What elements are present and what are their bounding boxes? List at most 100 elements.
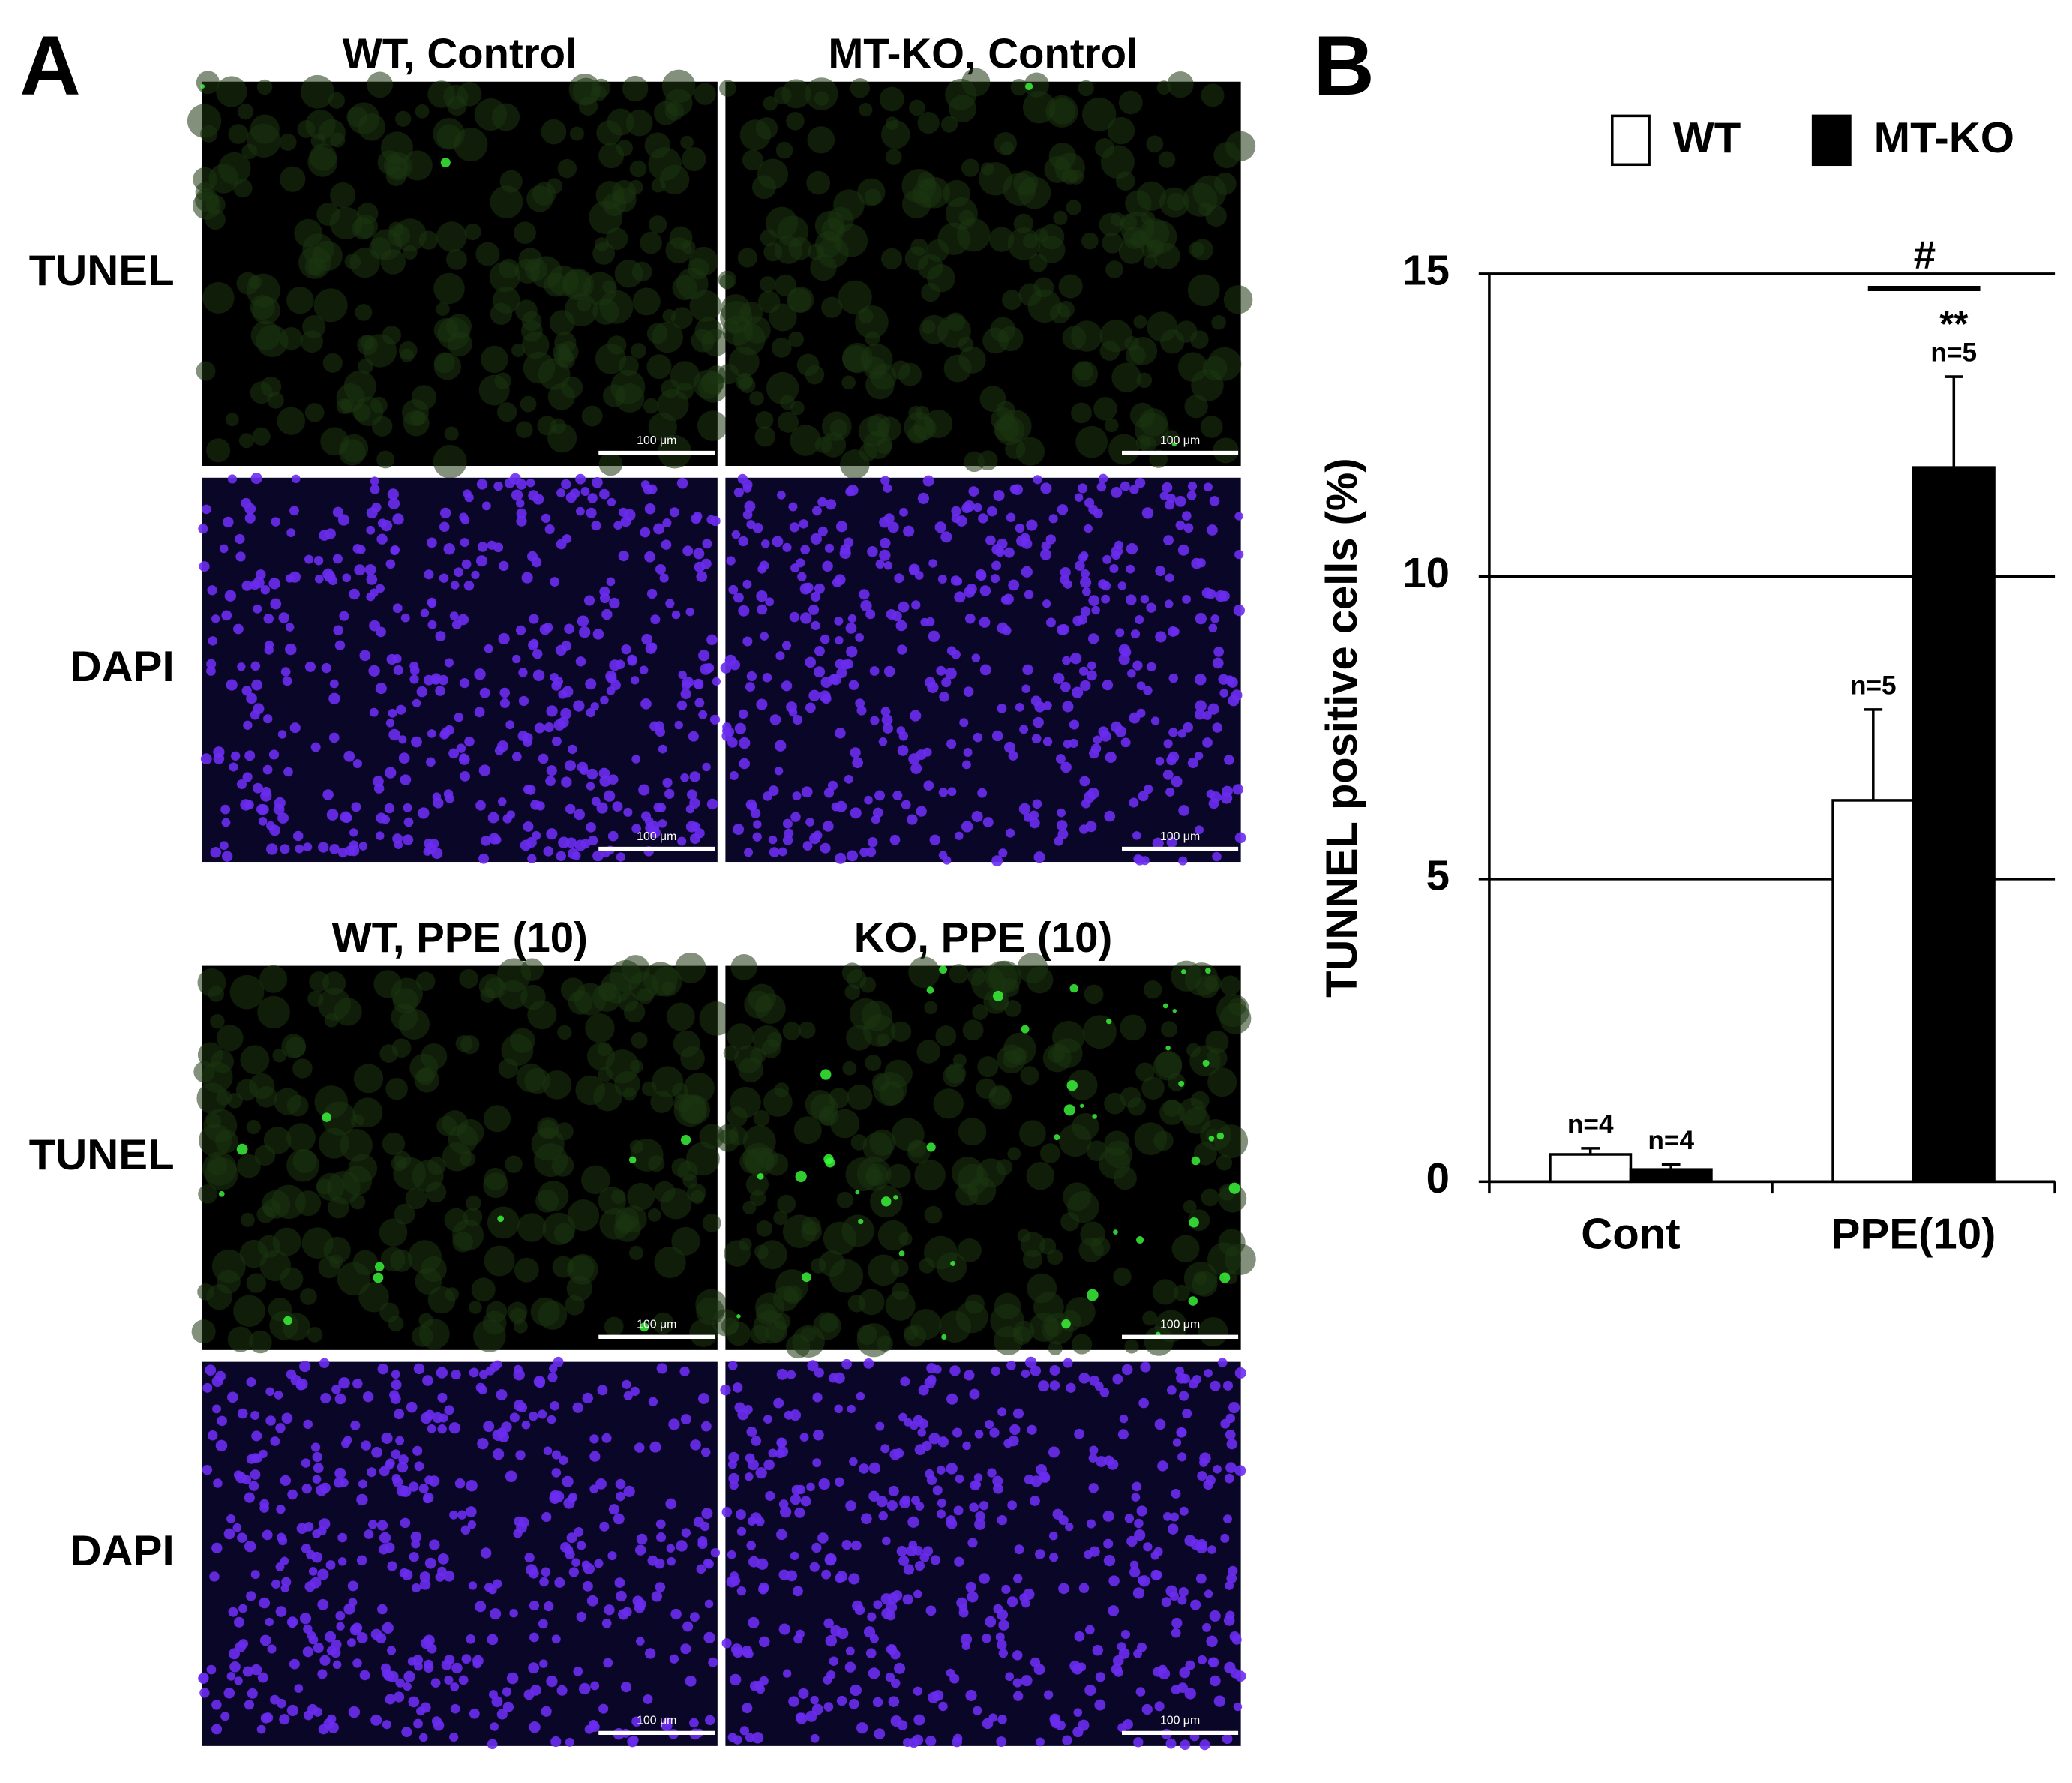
nucleus <box>627 656 637 666</box>
nucleus <box>812 1458 822 1468</box>
tissue <box>377 150 403 175</box>
nucleus <box>1202 737 1213 748</box>
positive-cell <box>757 1172 764 1180</box>
tissue <box>382 1132 406 1155</box>
nucleus <box>746 1541 756 1550</box>
tissue <box>550 418 566 434</box>
nucleus <box>1117 581 1127 590</box>
tissue <box>604 1316 624 1337</box>
nucleus <box>928 559 937 568</box>
tissue <box>690 1190 705 1205</box>
tissue <box>478 974 504 999</box>
nucleus <box>527 854 537 863</box>
nucleus <box>613 1513 625 1525</box>
tissue <box>996 1159 1013 1175</box>
nucleus <box>578 626 591 638</box>
nucleus <box>824 543 835 553</box>
nucleus <box>1108 1575 1120 1586</box>
nucleus <box>222 851 233 862</box>
scale-bar-label: 100 μm <box>1160 830 1200 843</box>
nucleus <box>589 1451 601 1462</box>
tissue <box>630 1059 643 1073</box>
nucleus <box>975 1511 985 1522</box>
nucleus <box>528 1662 540 1674</box>
nucleus <box>1123 1719 1133 1730</box>
nucleus <box>852 1600 863 1612</box>
tissue <box>997 326 1024 352</box>
nucleus <box>1078 553 1087 563</box>
nucleus <box>774 767 784 776</box>
nucleus <box>565 803 576 815</box>
nucleus <box>1086 1519 1096 1529</box>
tissue <box>755 411 774 429</box>
tissue <box>807 126 835 154</box>
nucleus <box>621 644 631 655</box>
tissue <box>268 1298 292 1322</box>
nucleus <box>1111 721 1123 733</box>
nucleus <box>1126 564 1135 574</box>
micrograph: 100 μm <box>198 473 721 864</box>
nucleus <box>656 1363 667 1374</box>
nucleus <box>468 1581 478 1590</box>
nucleus <box>1177 729 1186 738</box>
nucleus <box>1066 1382 1076 1393</box>
nucleus <box>860 599 872 612</box>
tissue <box>272 1048 287 1063</box>
tissue <box>913 416 937 440</box>
nucleus <box>571 1558 580 1567</box>
positive-cell <box>1171 442 1177 447</box>
nucleus <box>736 1586 747 1596</box>
tissue <box>649 215 667 234</box>
nucleus <box>742 1703 753 1714</box>
nucleus <box>868 1462 881 1474</box>
nucleus <box>1001 1584 1011 1595</box>
nucleus <box>265 1415 276 1426</box>
nucleus <box>1212 657 1224 669</box>
nucleus <box>349 1624 361 1636</box>
tissue <box>659 164 690 195</box>
nucleus <box>263 614 274 624</box>
nucleus <box>1180 1739 1191 1751</box>
nucleus <box>1233 1702 1243 1712</box>
nucleus <box>825 1634 838 1647</box>
nucleus <box>250 473 262 485</box>
nucleus <box>359 650 371 662</box>
nucleus <box>859 1463 869 1474</box>
nucleus <box>806 1482 815 1492</box>
nucleus <box>615 659 625 670</box>
nucleus <box>880 537 891 549</box>
nucleus <box>1137 1576 1147 1585</box>
nucleus <box>380 1663 391 1673</box>
nucleus <box>835 635 844 645</box>
nucleus <box>477 542 488 552</box>
nucleus <box>1109 564 1119 574</box>
tissue <box>411 385 437 410</box>
nucleus <box>732 1382 743 1393</box>
tissue <box>487 1206 520 1239</box>
nucleus <box>596 802 608 814</box>
tissue <box>628 1245 644 1261</box>
nucleus <box>781 641 792 650</box>
nucleus <box>1167 1523 1179 1535</box>
nucleus <box>605 670 617 683</box>
nucleus <box>243 720 253 730</box>
tissue <box>631 1032 648 1049</box>
nucleus <box>681 1528 691 1538</box>
nucleus <box>435 686 445 696</box>
nucleus <box>665 1498 676 1510</box>
nucleus <box>1029 818 1040 829</box>
nucleus <box>509 1608 518 1618</box>
nucleus <box>756 590 768 602</box>
tissue <box>1026 1161 1055 1190</box>
nucleus <box>449 1510 458 1520</box>
nucleus <box>1060 681 1071 692</box>
nucleus <box>681 680 691 690</box>
nucleus <box>594 1559 604 1568</box>
nucleus <box>512 752 522 762</box>
nucleus <box>1080 606 1091 617</box>
nucleus <box>411 1539 421 1549</box>
nucleus <box>937 1436 949 1448</box>
nucleus <box>450 1682 460 1691</box>
tissue <box>513 1319 528 1334</box>
nucleus <box>644 551 656 563</box>
